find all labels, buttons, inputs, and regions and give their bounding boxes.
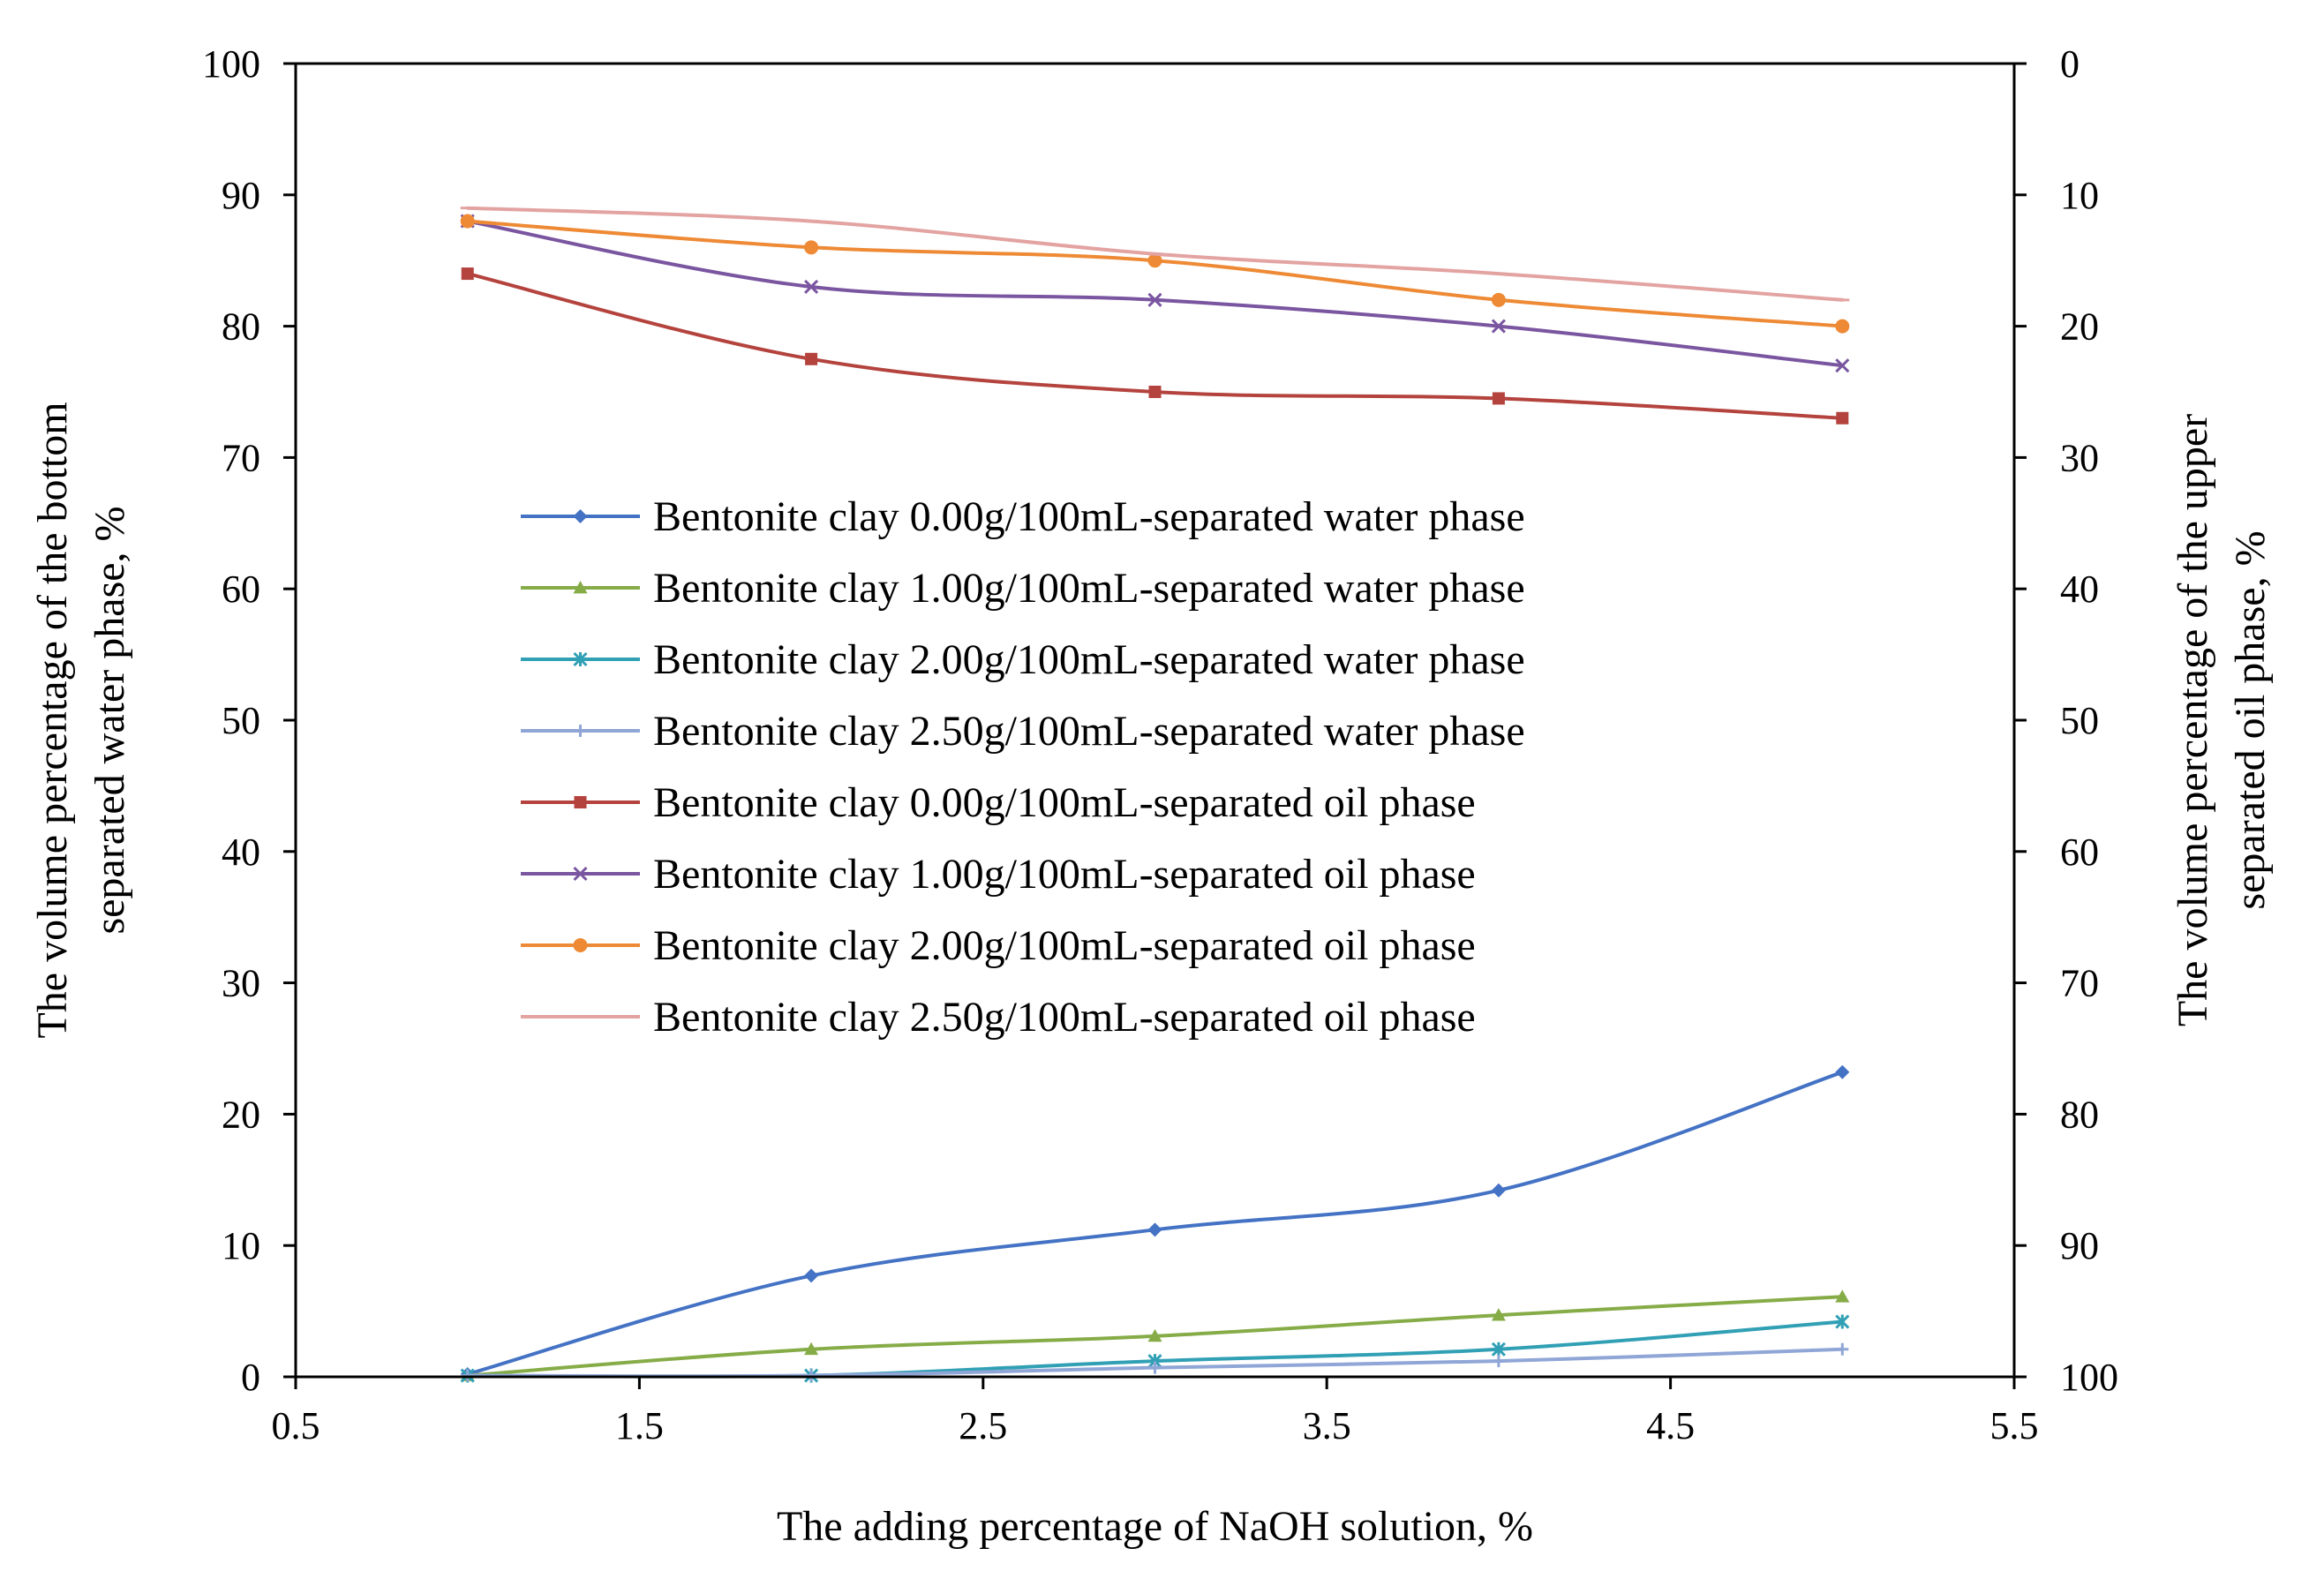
y-left-tick-label: 60: [222, 568, 260, 611]
y-axis-right-title: The volume percentage of the upper separ…: [2170, 414, 2274, 1026]
legend-label: Bentonite clay 0.00g/100mL-separated oil…: [653, 779, 1476, 826]
legend-marker: [573, 581, 588, 594]
y-left-tick-label: 50: [222, 699, 260, 742]
legend-marker: [573, 938, 588, 952]
legend-label: Bentonite clay 2.50g/100mL-separated wat…: [653, 708, 1525, 755]
legend-marker: [574, 725, 587, 737]
legend-item: Bentonite clay 2.00g/100mL-separated oil…: [521, 922, 1476, 969]
data-point: [1836, 411, 1849, 425]
data-point: [1147, 253, 1162, 268]
data-point: [460, 214, 475, 229]
y-left-tick-label: 20: [222, 1093, 260, 1136]
y-axis-left-title-line1: The volume percentage of the bottom: [29, 402, 76, 1038]
data-point: [1835, 1289, 1850, 1303]
data-point: [804, 240, 819, 255]
legend-marker: [574, 796, 587, 808]
legend-label: Bentonite clay 1.00g/100mL-separated oil…: [653, 851, 1476, 898]
y-left-tick-label: 30: [222, 962, 260, 1005]
legend-marker: [573, 509, 588, 523]
data-point: [805, 352, 818, 365]
legend-marker: [573, 651, 588, 667]
x-tick-label: 2.5: [959, 1404, 1007, 1447]
legend-item: Bentonite clay 2.00g/100mL-separated wat…: [521, 636, 1525, 683]
y-right-tick-label: 50: [2060, 699, 2099, 742]
data-point: [1492, 1355, 1505, 1368]
y-right-tick-label: 100: [2060, 1356, 2118, 1399]
y-axis-right-title-line2: separated oil phase, %: [2227, 530, 2274, 909]
series-7: [460, 214, 1850, 334]
y-left-tick-label: 80: [222, 305, 260, 349]
y-right-tick-label: 90: [2060, 1224, 2099, 1267]
y-axis-left-title-line2: separated water phase, %: [86, 506, 133, 934]
y-left-tick-label: 10: [222, 1224, 260, 1267]
y-axis-left-title: The volume percentage of the bottom sepa…: [29, 402, 133, 1038]
x-axis-title: The adding percentage of NaOH solution, …: [777, 1503, 1533, 1550]
legend-item: Bentonite clay 0.00g/100mL-separated wat…: [521, 493, 1525, 540]
data-point: [1491, 1308, 1506, 1321]
y-left-tick-label: 100: [202, 42, 260, 86]
x-tick-label: 1.5: [615, 1404, 664, 1447]
data-point: [1835, 358, 1850, 373]
data-point: [1491, 292, 1506, 307]
y-left-tick-label: 70: [222, 436, 260, 479]
data-point: [1491, 1183, 1506, 1198]
data-point: [1147, 1328, 1162, 1342]
y-left-tick-label: 0: [241, 1356, 260, 1399]
legend-label: Bentonite clay 0.00g/100mL-separated wat…: [653, 493, 1525, 540]
x-tick-label: 3.5: [1303, 1404, 1351, 1447]
legend-label: Bentonite clay 2.50g/100mL-separated oil…: [653, 994, 1476, 1041]
data-point: [804, 279, 819, 295]
data-point: [804, 1342, 819, 1356]
series-8: [460, 206, 1850, 302]
legend-label: Bentonite clay 2.00g/100mL-separated wat…: [653, 636, 1525, 683]
x-tick-label: 4.5: [1646, 1404, 1695, 1447]
axes-layer: 0.5 1.5 2.5 3.5 4.5 5.50102030405060708090100…: [202, 42, 2118, 1447]
data-point: [1147, 1222, 1162, 1237]
legend-item: Bentonite clay 1.00g/100mL-separated oil…: [521, 851, 1476, 898]
legend-item: Bentonite clay 2.50g/100mL-separated oil…: [521, 994, 1476, 1041]
data-point: [1491, 319, 1506, 334]
y-axis-right-title-line1: The volume percentage of the upper: [2170, 414, 2216, 1026]
legend-item: Bentonite clay 0.00g/100mL-separated oil…: [521, 779, 1476, 826]
series-5: [461, 267, 1849, 425]
data-point: [1835, 319, 1850, 334]
legend-label: Bentonite clay 2.00g/100mL-separated oil…: [653, 922, 1476, 969]
y-right-tick-label: 0: [2060, 42, 2080, 86]
data-point: [1491, 1342, 1506, 1357]
data-point: [1835, 1314, 1850, 1329]
x-tick-label: 0.5: [272, 1404, 320, 1447]
y-right-tick-label: 60: [2060, 831, 2099, 874]
data-point: [1148, 386, 1162, 398]
data-point: [1836, 1342, 1849, 1356]
y-right-tick-label: 20: [2060, 305, 2099, 349]
legend-marker: [573, 866, 588, 882]
y-right-tick-label: 30: [2060, 436, 2099, 479]
legend-label: Bentonite clay 1.00g/100mL-separated wat…: [653, 565, 1525, 612]
legend-item: Bentonite clay 1.00g/100mL-separated wat…: [521, 565, 1525, 612]
y-right-tick-label: 10: [2060, 174, 2099, 217]
y-right-tick-label: 70: [2060, 962, 2099, 1005]
data-point: [804, 1268, 819, 1283]
legend-item: Bentonite clay 2.50g/100mL-separated wat…: [521, 708, 1525, 755]
y-right-tick-label: 80: [2060, 1093, 2099, 1136]
y-left-tick-label: 40: [222, 831, 260, 874]
legend: Bentonite clay 0.00g/100mL-separated wat…: [521, 493, 1525, 1041]
data-point: [1492, 392, 1505, 405]
data-point: [1148, 1361, 1162, 1374]
x-tick-label: 5.5: [1990, 1404, 2039, 1447]
data-point: [1835, 1064, 1850, 1079]
y-left-tick-label: 90: [222, 174, 260, 217]
data-point: [1147, 292, 1162, 307]
data-point: [461, 267, 474, 281]
y-right-tick-label: 40: [2060, 568, 2099, 611]
